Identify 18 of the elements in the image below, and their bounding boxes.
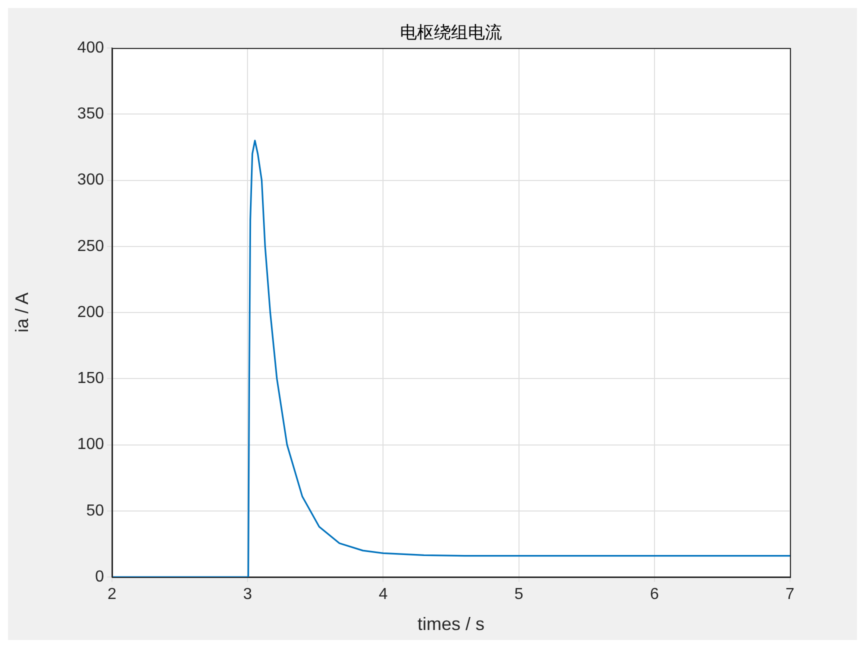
y-tick-label: 100 bbox=[77, 436, 104, 454]
x-tick-label: 6 bbox=[650, 586, 659, 604]
y-tick-label: 400 bbox=[77, 39, 104, 56]
y-tick-label: 0 bbox=[95, 568, 104, 586]
chart-title: 电枢绕组电流 bbox=[400, 23, 502, 42]
y-tick-label: 300 bbox=[77, 172, 104, 189]
y-tick-label: 200 bbox=[77, 304, 104, 321]
y-axis-title: ia / A bbox=[12, 292, 32, 333]
x-tick-label: 2 bbox=[108, 586, 117, 604]
x-tick-label: 3 bbox=[243, 586, 252, 604]
x-tick-label: 4 bbox=[378, 586, 388, 604]
y-tick-label: 250 bbox=[77, 238, 104, 255]
x-tick-label: 5 bbox=[514, 586, 524, 604]
y-tick-label: 50 bbox=[86, 502, 104, 520]
x-axis-title: times / s bbox=[417, 614, 485, 634]
x-tick-label: 7 bbox=[786, 586, 795, 604]
y-tick-label: 350 bbox=[77, 106, 104, 123]
y-tick-label: 150 bbox=[77, 370, 104, 388]
